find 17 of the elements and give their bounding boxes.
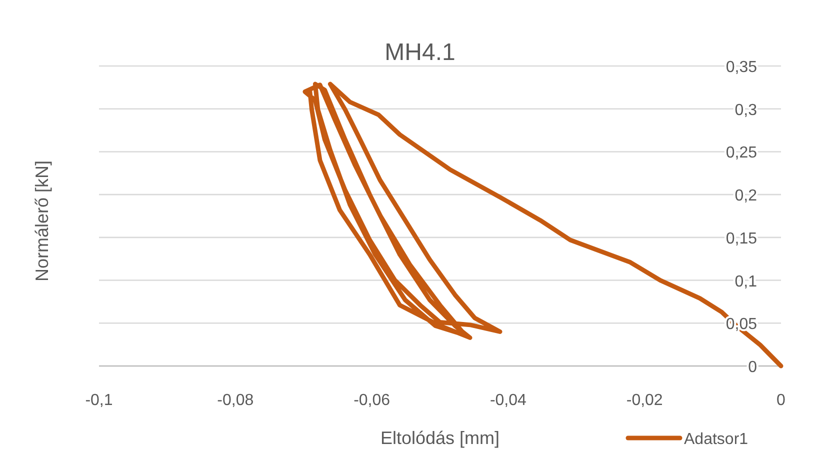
x-tick-label: -0,04 <box>490 392 527 409</box>
x-tick-label: -0,08 <box>217 392 254 409</box>
legend-label: Adatsor1 <box>684 431 748 448</box>
y-tick-label: 0,35 <box>726 59 758 76</box>
y-tick-label: 0,2 <box>734 188 758 205</box>
chart-title: MH4.1 <box>384 39 456 66</box>
x-tick-label: -0,02 <box>626 392 663 409</box>
x-tick-label: -0,06 <box>354 392 390 409</box>
y-tick-label: 0,3 <box>734 102 758 119</box>
x-axis-title: Eltolódás [mm] <box>380 428 500 448</box>
y-tick-label: 0,15 <box>726 230 758 248</box>
x-tick-label: -0,1 <box>85 392 113 409</box>
y-tick-label: 0,25 <box>726 144 758 162</box>
x-tick-label: 0 <box>776 392 786 409</box>
y-tick-label: 0,1 <box>734 273 758 290</box>
y-axis-title: Normálerő [kN] <box>32 160 52 282</box>
y-tick-label: 0 <box>748 359 758 376</box>
